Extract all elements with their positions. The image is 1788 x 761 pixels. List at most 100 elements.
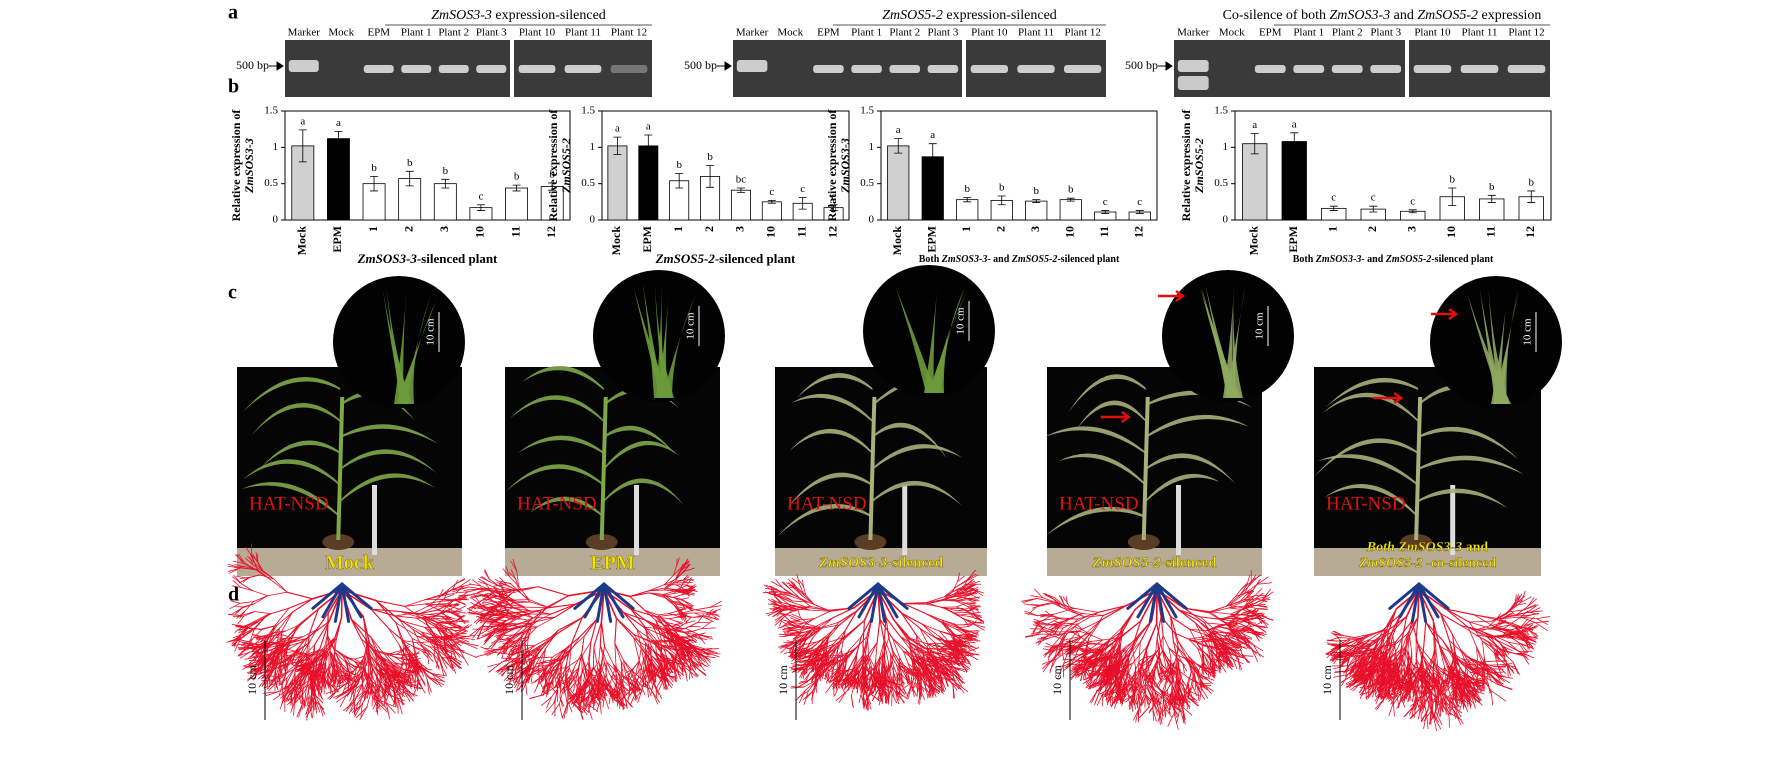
root (333, 637, 336, 659)
root (313, 682, 316, 695)
root (270, 662, 276, 675)
root (683, 600, 692, 605)
root (344, 672, 347, 681)
root (319, 671, 324, 679)
root (680, 564, 685, 573)
root (258, 675, 269, 688)
root (632, 683, 641, 691)
root (339, 675, 345, 684)
root (614, 687, 618, 696)
gel-band (1507, 65, 1546, 73)
root (451, 633, 467, 635)
root (253, 595, 268, 603)
root (271, 640, 285, 651)
x-tick-label: 2 (702, 226, 716, 232)
stake (1450, 485, 1456, 555)
root (363, 687, 369, 699)
root (348, 664, 353, 675)
root (640, 646, 645, 664)
root (600, 589, 605, 623)
root (627, 680, 636, 689)
root (663, 645, 676, 647)
significance-letter: a (615, 123, 620, 135)
root (309, 679, 317, 687)
x-tick-label: 11 (794, 226, 808, 237)
error-bar (613, 136, 622, 155)
error-bar (1290, 132, 1299, 151)
root (365, 638, 372, 657)
root (451, 634, 464, 645)
root (428, 625, 436, 639)
y-axis-label: Relative expression ofZmSOS5-2 (1179, 109, 1206, 222)
root (427, 654, 434, 663)
root (236, 628, 249, 631)
stake (902, 485, 908, 555)
root (267, 679, 276, 690)
root (663, 645, 676, 651)
root (450, 610, 463, 613)
root (524, 637, 527, 653)
root (364, 673, 370, 687)
root (375, 695, 379, 709)
root (567, 686, 576, 697)
root (668, 651, 678, 664)
root (294, 684, 301, 697)
label-text: ZmSOS5-2 -co-silenced (1358, 556, 1496, 571)
root (236, 553, 244, 564)
root (289, 672, 301, 685)
root (359, 659, 364, 674)
root (441, 592, 457, 597)
root (650, 661, 656, 674)
root (353, 701, 359, 716)
root (396, 649, 405, 655)
root (351, 673, 361, 684)
x-tick-label: 2 (994, 226, 1008, 232)
root (658, 678, 664, 691)
root (446, 605, 457, 612)
root (248, 628, 255, 647)
root (696, 660, 708, 667)
root (649, 671, 656, 687)
root (558, 662, 563, 677)
root (667, 650, 679, 659)
root (340, 674, 346, 683)
leaf (791, 393, 873, 422)
root (447, 623, 457, 628)
root (696, 660, 706, 672)
root (273, 630, 287, 634)
root (253, 669, 265, 675)
root (707, 615, 719, 621)
root (453, 641, 464, 654)
root (310, 673, 314, 688)
root (389, 653, 404, 656)
label-segment: ZmSOS3-3 (1329, 8, 1390, 23)
x-tick-label: 3 (733, 226, 747, 232)
root (638, 659, 645, 679)
root (428, 614, 442, 617)
root (334, 617, 343, 639)
root (634, 659, 640, 679)
label-segment: ZmSOS5-2 (559, 138, 573, 194)
crown-root (321, 582, 344, 619)
x-tick-label: EPM (640, 226, 654, 253)
root (354, 658, 363, 665)
leaf (241, 482, 341, 518)
crown-root (340, 582, 351, 623)
root (249, 557, 254, 566)
root (298, 668, 306, 679)
root (708, 612, 720, 617)
root (386, 680, 390, 691)
significance-letter: b (371, 162, 377, 174)
bar (761, 201, 782, 221)
lane-label: Plant 1 (401, 27, 432, 39)
root (629, 590, 650, 598)
root (310, 669, 319, 680)
lane-label: Plant 11 (565, 27, 601, 39)
root (231, 634, 241, 645)
root (348, 676, 356, 682)
y-tick-label: 0 (590, 214, 596, 226)
root (583, 618, 598, 637)
root (670, 637, 679, 642)
root (687, 646, 698, 658)
root (590, 618, 598, 643)
